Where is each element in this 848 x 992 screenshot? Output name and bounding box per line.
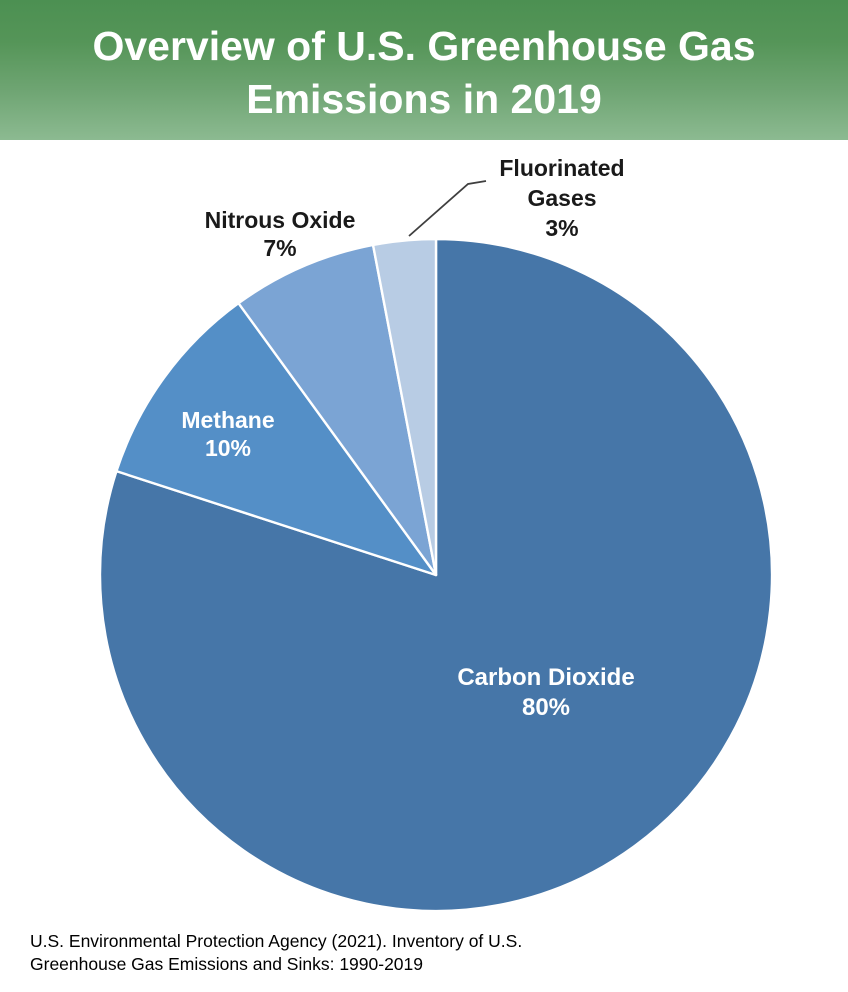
page-title-line2: Emissions in 2019 — [246, 76, 602, 122]
pie-slices-group — [98, 237, 774, 913]
page-title-line1: Overview of U.S. Greenhouse Gas — [92, 23, 756, 69]
source-citation-line2: Greenhouse Gas Emissions and Sinks: 1990… — [30, 954, 424, 974]
pie-slice-carbon-dioxide — [98, 237, 774, 913]
pie-slice-nitrous-oxide — [237, 243, 438, 577]
header-banner: Overview of U.S. Greenhouse Gas Emission… — [0, 0, 848, 140]
page-title: Overview of U.S. Greenhouse Gas Emission… — [0, 0, 848, 126]
pie-slice-methane — [115, 301, 438, 577]
fluorinated-leader-line — [408, 180, 487, 237]
source-citation-line1: U.S. Environmental Protection Agency (20… — [30, 931, 523, 951]
source-citation: U.S. Environmental Protection Agency (20… — [30, 930, 820, 976]
pie-slice-fluorinated-gases — [371, 237, 438, 577]
